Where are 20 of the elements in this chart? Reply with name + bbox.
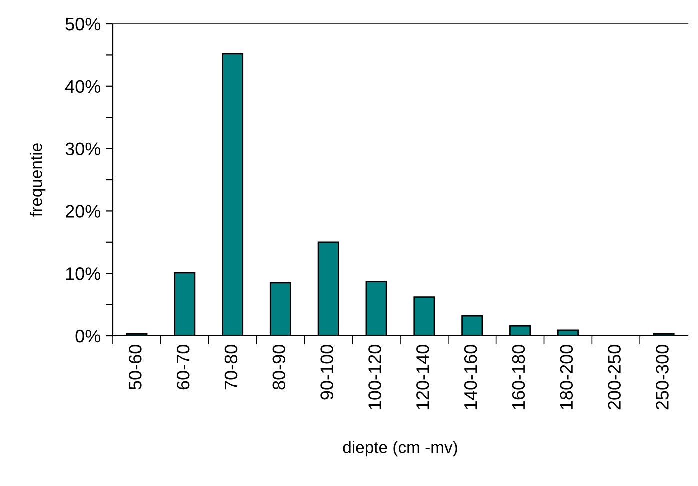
x-tick-label: 250-300 [656, 345, 669, 410]
x-tick-label: 50-60 [129, 345, 142, 390]
x-tick-label: 100-120 [368, 345, 382, 410]
y-tick-label: 20% [66, 205, 101, 218]
x-tick-label: 140-160 [464, 345, 478, 410]
x-tick-label: 90-100 [320, 345, 334, 400]
x-tick-label: 180-200 [560, 345, 574, 410]
y-tick-label: 40% [65, 80, 101, 94]
x-tick-label: 70-80 [224, 345, 238, 390]
y-axis-title: frequentie [30, 144, 46, 217]
x-axis-title: diepte (cm -mv) [343, 441, 458, 457]
x-tick-label: 120-140 [416, 345, 430, 410]
x-tick-label: 60-70 [176, 345, 190, 390]
x-tick-label: 80-90 [272, 345, 286, 390]
x-tick-label: 200-250 [608, 345, 621, 410]
y-tick-label: 10% [66, 268, 101, 280]
y-tick-label: 30% [66, 142, 101, 156]
y-tick-label: 50% [66, 18, 101, 31]
x-tick-label: 160-180 [512, 345, 526, 410]
y-tick-label: 0% [76, 330, 101, 343]
